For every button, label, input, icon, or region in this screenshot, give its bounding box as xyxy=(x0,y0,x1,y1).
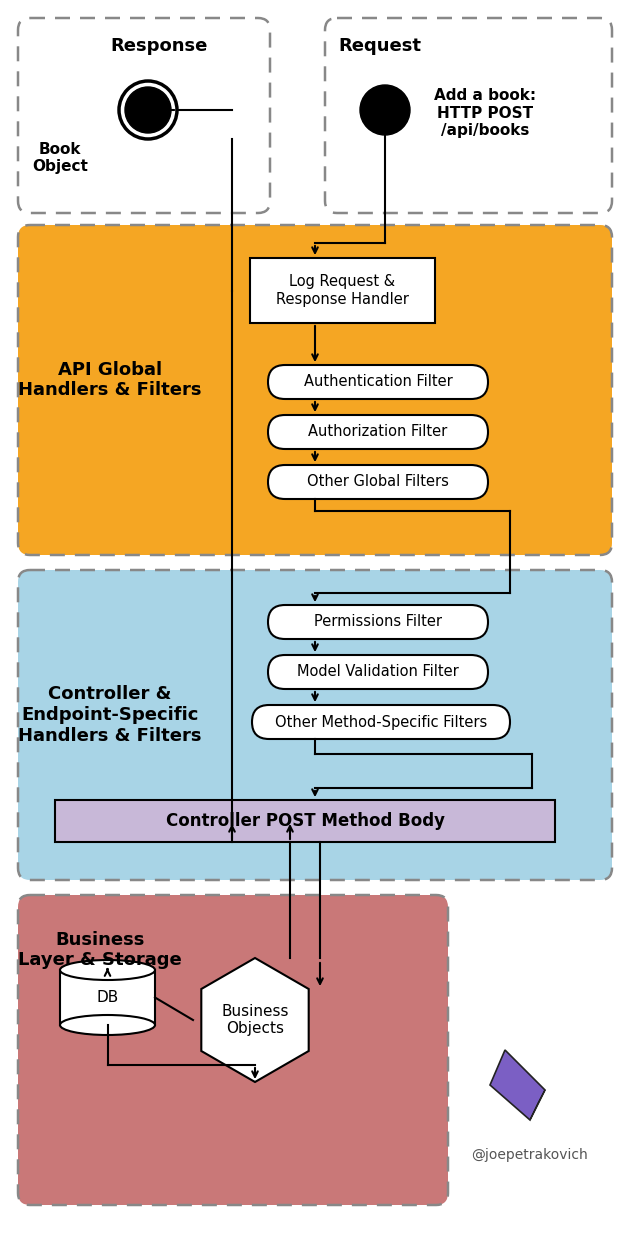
Ellipse shape xyxy=(60,1016,155,1035)
Text: Log Request &
Response Handler: Log Request & Response Handler xyxy=(276,274,409,307)
Circle shape xyxy=(125,88,171,133)
FancyBboxPatch shape xyxy=(268,465,488,499)
Text: Request: Request xyxy=(338,37,421,56)
FancyBboxPatch shape xyxy=(268,415,488,449)
Text: @joepetrakovich: @joepetrakovich xyxy=(472,1148,588,1162)
Text: Authorization Filter: Authorization Filter xyxy=(308,424,448,439)
Ellipse shape xyxy=(60,960,155,980)
Text: DB: DB xyxy=(96,990,118,1004)
Text: Controller POST Method Body: Controller POST Method Body xyxy=(166,812,445,830)
Text: Other Global Filters: Other Global Filters xyxy=(307,475,449,490)
Text: Response: Response xyxy=(110,37,208,56)
FancyBboxPatch shape xyxy=(18,895,448,1204)
Circle shape xyxy=(119,81,177,139)
Text: Permissions Filter: Permissions Filter xyxy=(314,615,442,629)
Text: Controller &
Endpoint-Specific
Handlers & Filters: Controller & Endpoint-Specific Handlers … xyxy=(18,685,202,745)
Polygon shape xyxy=(490,1050,545,1120)
Polygon shape xyxy=(530,1090,545,1120)
Circle shape xyxy=(360,85,410,135)
Text: Business
Layer & Storage: Business Layer & Storage xyxy=(18,930,182,970)
FancyBboxPatch shape xyxy=(268,365,488,399)
Text: Other Method-Specific Filters: Other Method-Specific Filters xyxy=(275,714,487,729)
Text: Business
Objects: Business Objects xyxy=(221,1003,289,1037)
FancyBboxPatch shape xyxy=(18,570,612,880)
Bar xyxy=(55,800,555,842)
Text: Book
Object: Book Object xyxy=(32,142,88,174)
FancyBboxPatch shape xyxy=(268,655,488,689)
Text: API Global
Handlers & Filters: API Global Handlers & Filters xyxy=(18,360,202,400)
FancyBboxPatch shape xyxy=(252,705,510,739)
FancyBboxPatch shape xyxy=(18,225,612,555)
Text: Add a book:
HTTP POST
/api/books: Add a book: HTTP POST /api/books xyxy=(434,88,536,138)
Bar xyxy=(250,258,435,323)
Text: Authentication Filter: Authentication Filter xyxy=(304,374,452,390)
Text: Model Validation Filter: Model Validation Filter xyxy=(297,664,459,680)
Polygon shape xyxy=(202,958,309,1082)
Bar xyxy=(60,970,155,1025)
FancyBboxPatch shape xyxy=(268,605,488,639)
